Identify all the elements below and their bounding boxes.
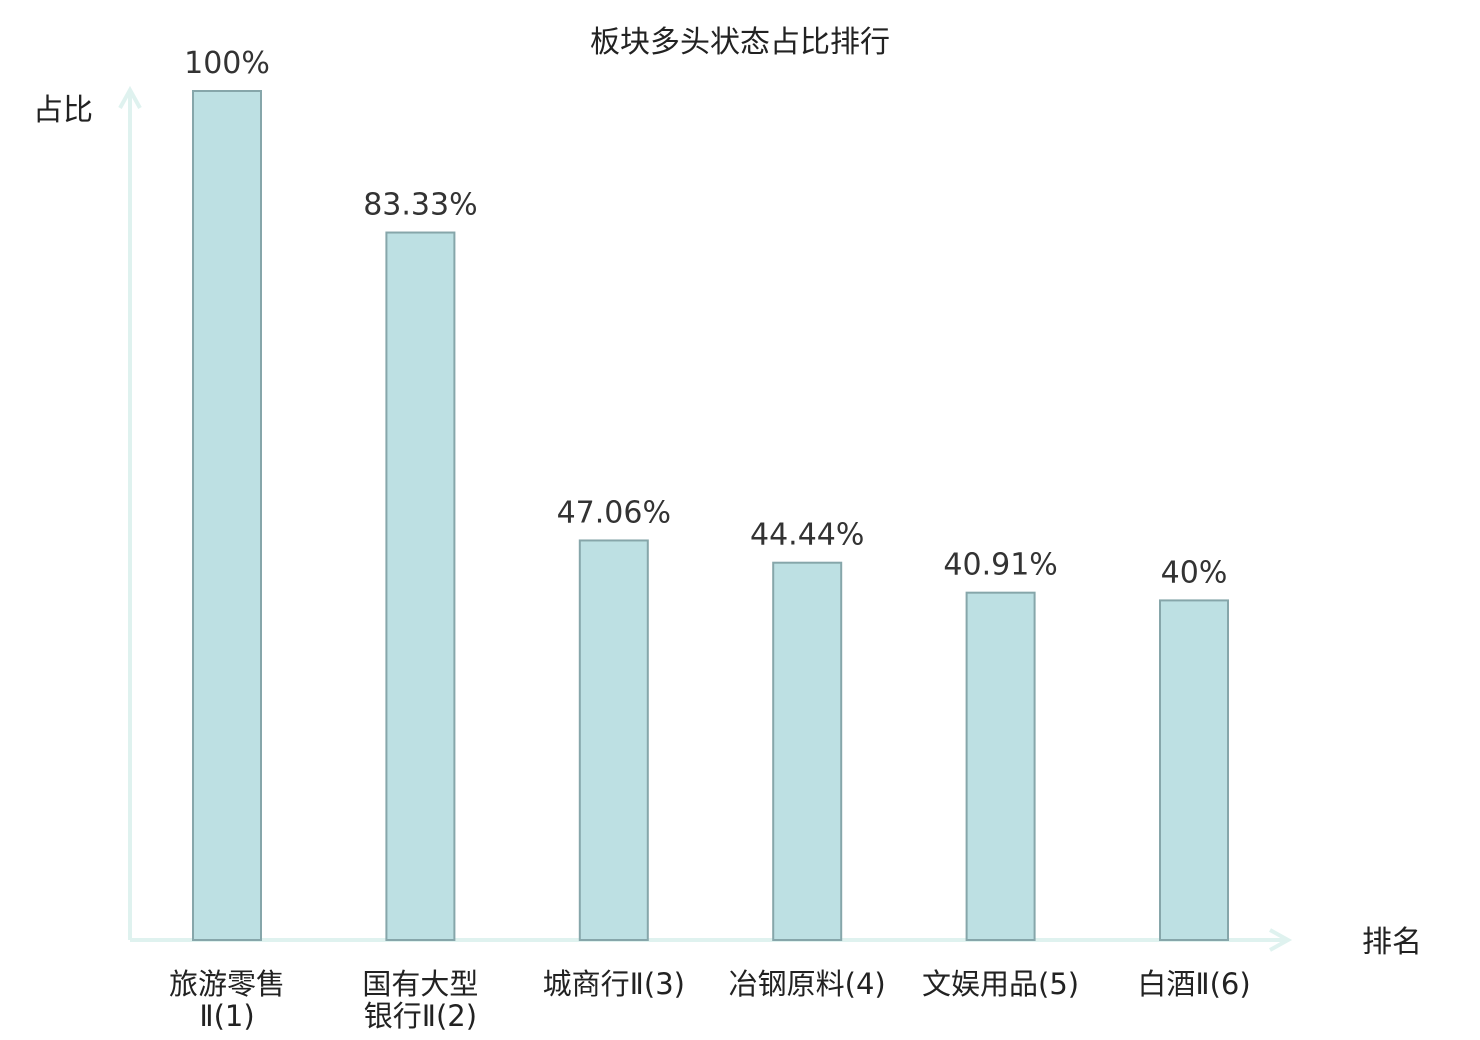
x-tick-label: 国有大型 <box>362 967 478 1001</box>
x-tick-label: 旅游零售 <box>169 967 285 1001</box>
x-tick-label: 冶钢原料(4) <box>729 967 886 1001</box>
bar <box>1159 599 1229 942</box>
y-axis <box>118 85 142 940</box>
value-labels: 100% 83.33% 47.06% 44.44% 40.91% 40% <box>184 46 1227 590</box>
bar-value-label: 40.91% <box>943 548 1057 583</box>
x-tick-label: 银行Ⅱ(2) <box>364 999 477 1033</box>
bar-value-label: 100% <box>184 46 270 81</box>
bar <box>578 539 649 941</box>
bar <box>772 561 843 941</box>
y-axis-arrow-icon <box>118 85 142 109</box>
bar <box>192 90 262 941</box>
x-tick-label: 白酒Ⅱ(6) <box>1137 967 1250 1001</box>
bar-value-label: 83.33% <box>363 188 477 223</box>
bars <box>192 90 1229 942</box>
x-axis-arrow-icon <box>1269 928 1293 952</box>
bar <box>385 231 456 941</box>
bar-value-label: 40% <box>1161 555 1228 590</box>
x-tick-label: Ⅱ(1) <box>199 999 254 1033</box>
bar-value-label: 47.06% <box>557 495 671 530</box>
x-axis-label: 排名 <box>1362 925 1422 960</box>
bar <box>965 591 1036 941</box>
x-tick-label: 城商行Ⅱ(3) <box>543 967 685 1001</box>
x-tick-label: 文娱用品(5) <box>922 967 1079 1001</box>
y-axis-label: 占比 <box>33 93 93 128</box>
bar-value-label: 44.44% <box>750 518 864 553</box>
chart-title: 板块多头状态占比排行 <box>590 25 890 60</box>
x-axis <box>130 928 1293 952</box>
